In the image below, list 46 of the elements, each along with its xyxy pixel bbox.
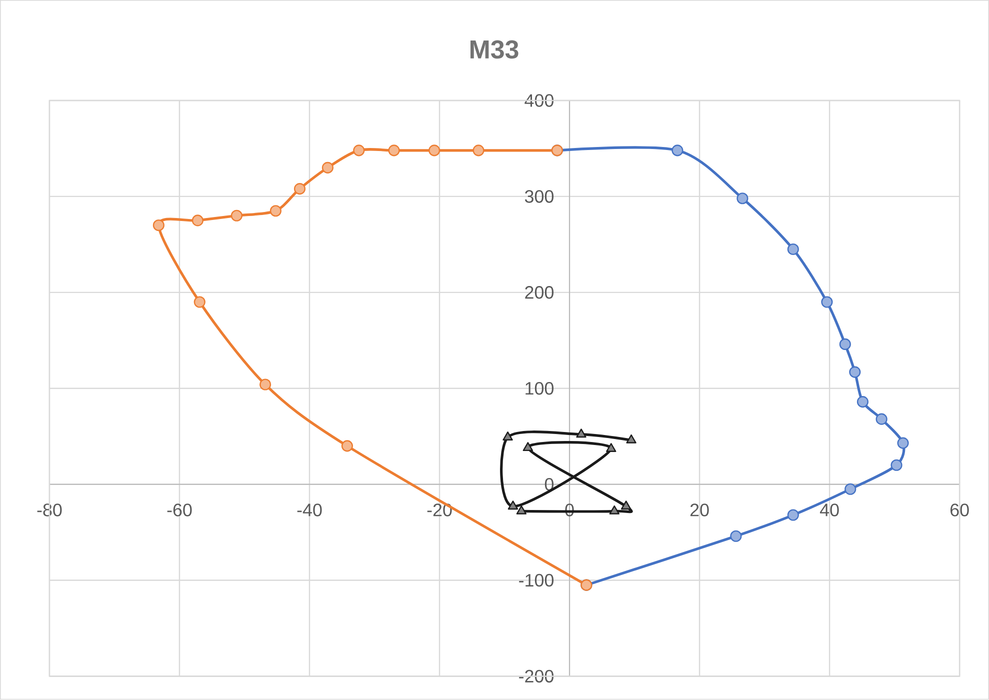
x-tick-label: 40 xyxy=(820,504,839,517)
point xyxy=(472,144,484,156)
point xyxy=(270,205,282,217)
y-tick-label: -200 xyxy=(519,670,554,683)
x-tick-label: 20 xyxy=(690,504,709,517)
point xyxy=(322,162,334,174)
point xyxy=(876,413,888,426)
point xyxy=(508,500,518,510)
chart-title: M33 xyxy=(470,40,518,59)
point xyxy=(626,434,636,444)
y-tick-label: 300 xyxy=(524,190,554,203)
point xyxy=(353,144,365,156)
x-tick-label: 60 xyxy=(950,504,969,517)
point xyxy=(606,443,616,452)
point xyxy=(192,214,204,226)
point xyxy=(849,366,861,378)
point xyxy=(194,296,206,308)
point xyxy=(787,244,799,256)
x-tick-label: -40 xyxy=(297,504,322,517)
y-tick-label: 100 xyxy=(526,382,554,395)
point xyxy=(522,442,534,452)
point xyxy=(259,378,272,390)
point xyxy=(672,144,684,156)
y-tick-label: 200 xyxy=(525,286,554,299)
y-tick-label: -100 xyxy=(519,574,554,587)
point xyxy=(620,500,632,510)
point xyxy=(897,437,909,450)
point xyxy=(609,506,620,515)
point xyxy=(730,530,742,542)
point xyxy=(428,144,440,156)
point xyxy=(502,432,513,441)
point xyxy=(890,460,902,472)
point xyxy=(844,483,856,496)
point xyxy=(516,506,527,515)
point xyxy=(576,428,586,438)
point xyxy=(230,210,242,222)
x-tick-label: -60 xyxy=(167,504,192,517)
point xyxy=(787,509,799,521)
point xyxy=(341,440,353,452)
point xyxy=(388,144,400,156)
point xyxy=(152,220,164,232)
point xyxy=(856,396,868,408)
point xyxy=(736,192,748,204)
point xyxy=(839,338,851,350)
point xyxy=(294,183,306,195)
point xyxy=(821,296,833,308)
